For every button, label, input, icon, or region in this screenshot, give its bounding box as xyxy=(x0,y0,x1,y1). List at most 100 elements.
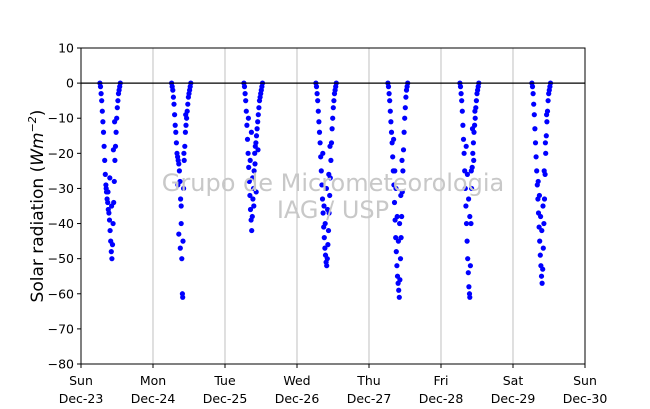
x-tick-day: Fri xyxy=(434,373,449,388)
y-axis-label-unit: Wm xyxy=(28,132,48,165)
data-point xyxy=(101,143,107,149)
data-point xyxy=(465,256,471,262)
y-tick-label: −40 xyxy=(48,216,74,231)
data-point xyxy=(543,150,549,156)
data-point xyxy=(252,150,258,156)
data-point xyxy=(396,287,402,293)
data-point xyxy=(178,203,184,209)
y-axis-ticks: 10 0 −10 −20 −30 −40 −50 −60 −70 −80 xyxy=(48,41,81,372)
x-tick-date: Dec-23 xyxy=(59,391,104,406)
data-point xyxy=(315,98,321,104)
data-point xyxy=(460,136,467,142)
data-point xyxy=(100,119,106,125)
data-point xyxy=(176,168,182,174)
x-tick-date: Dec-28 xyxy=(419,391,464,406)
data-point xyxy=(459,108,465,114)
data-point xyxy=(255,112,261,118)
data-point xyxy=(178,196,184,202)
x-tick-day: Mon xyxy=(140,373,166,388)
data-point xyxy=(398,235,404,241)
data-point xyxy=(106,217,113,223)
x-tick-date: Dec-24 xyxy=(131,391,176,406)
data-point xyxy=(468,220,474,227)
data-point xyxy=(179,256,185,262)
data-point xyxy=(112,157,118,163)
y-axis-label-exponent: −2 xyxy=(26,116,39,132)
data-point xyxy=(323,185,329,192)
data-point xyxy=(242,91,248,97)
data-point xyxy=(251,168,257,174)
y-axis-label-base: Solar radiation ( xyxy=(28,166,48,303)
x-axis-ticks: Sun Dec-23 Mon Dec-24 Tue Dec-25 Wed Dec-26 Thu D… xyxy=(59,364,607,406)
data-point xyxy=(462,168,468,174)
data-point xyxy=(321,203,327,209)
data-point xyxy=(109,242,116,248)
data-point xyxy=(543,133,549,139)
x-tick-date: Dec-25 xyxy=(203,391,248,406)
data-point xyxy=(532,140,539,146)
data-point xyxy=(253,189,259,195)
data-point xyxy=(185,101,191,107)
data-point xyxy=(181,185,187,192)
data-point xyxy=(467,294,473,300)
data-point xyxy=(100,129,107,135)
data-point xyxy=(102,171,108,177)
data-point xyxy=(317,140,323,146)
data-point xyxy=(398,192,404,199)
data-point xyxy=(245,150,251,156)
y-tick-label: −30 xyxy=(48,181,74,196)
data-point xyxy=(255,147,261,153)
data-point xyxy=(530,91,536,97)
data-point xyxy=(247,157,253,163)
data-point xyxy=(326,171,332,177)
data-point xyxy=(539,227,545,234)
data-point xyxy=(473,98,479,104)
data-point xyxy=(107,175,113,181)
data-point xyxy=(313,84,320,90)
data-point xyxy=(536,224,542,230)
data-point xyxy=(250,185,257,192)
data-point xyxy=(536,192,543,199)
data-point xyxy=(181,150,187,156)
data-point xyxy=(401,129,407,135)
data-point xyxy=(390,154,396,160)
data-point xyxy=(388,129,395,135)
data-point xyxy=(325,206,331,213)
data-point xyxy=(403,94,409,100)
data-point xyxy=(467,263,473,269)
y-tick-label: −60 xyxy=(48,286,74,301)
data-point xyxy=(531,101,537,107)
watermark-line-2: IAG / USP xyxy=(277,196,389,224)
data-point xyxy=(461,150,467,156)
data-point xyxy=(327,143,333,149)
data-point xyxy=(108,249,114,255)
data-point xyxy=(107,227,113,234)
data-point xyxy=(244,122,250,128)
data-point xyxy=(385,84,392,90)
data-point xyxy=(391,199,398,206)
data-point xyxy=(324,256,330,262)
data-point xyxy=(538,213,544,220)
data-point xyxy=(97,84,104,90)
y-tick-label: 10 xyxy=(58,41,74,56)
data-point xyxy=(330,105,336,111)
data-point xyxy=(531,112,537,118)
data-point xyxy=(541,168,547,174)
data-point xyxy=(173,129,179,135)
y-tick-label: −70 xyxy=(48,321,74,336)
data-point xyxy=(243,108,249,114)
data-point xyxy=(115,98,121,104)
data-point xyxy=(170,94,176,100)
data-point xyxy=(538,273,545,279)
data-point xyxy=(106,210,112,216)
x-tick-day: Thu xyxy=(356,373,380,388)
data-point xyxy=(537,252,543,258)
data-point xyxy=(256,105,262,111)
x-tick-day: Wed xyxy=(283,373,310,388)
data-point xyxy=(402,105,408,111)
data-point xyxy=(466,196,472,202)
data-point xyxy=(109,203,115,209)
data-point xyxy=(467,213,473,220)
data-point xyxy=(110,220,116,227)
